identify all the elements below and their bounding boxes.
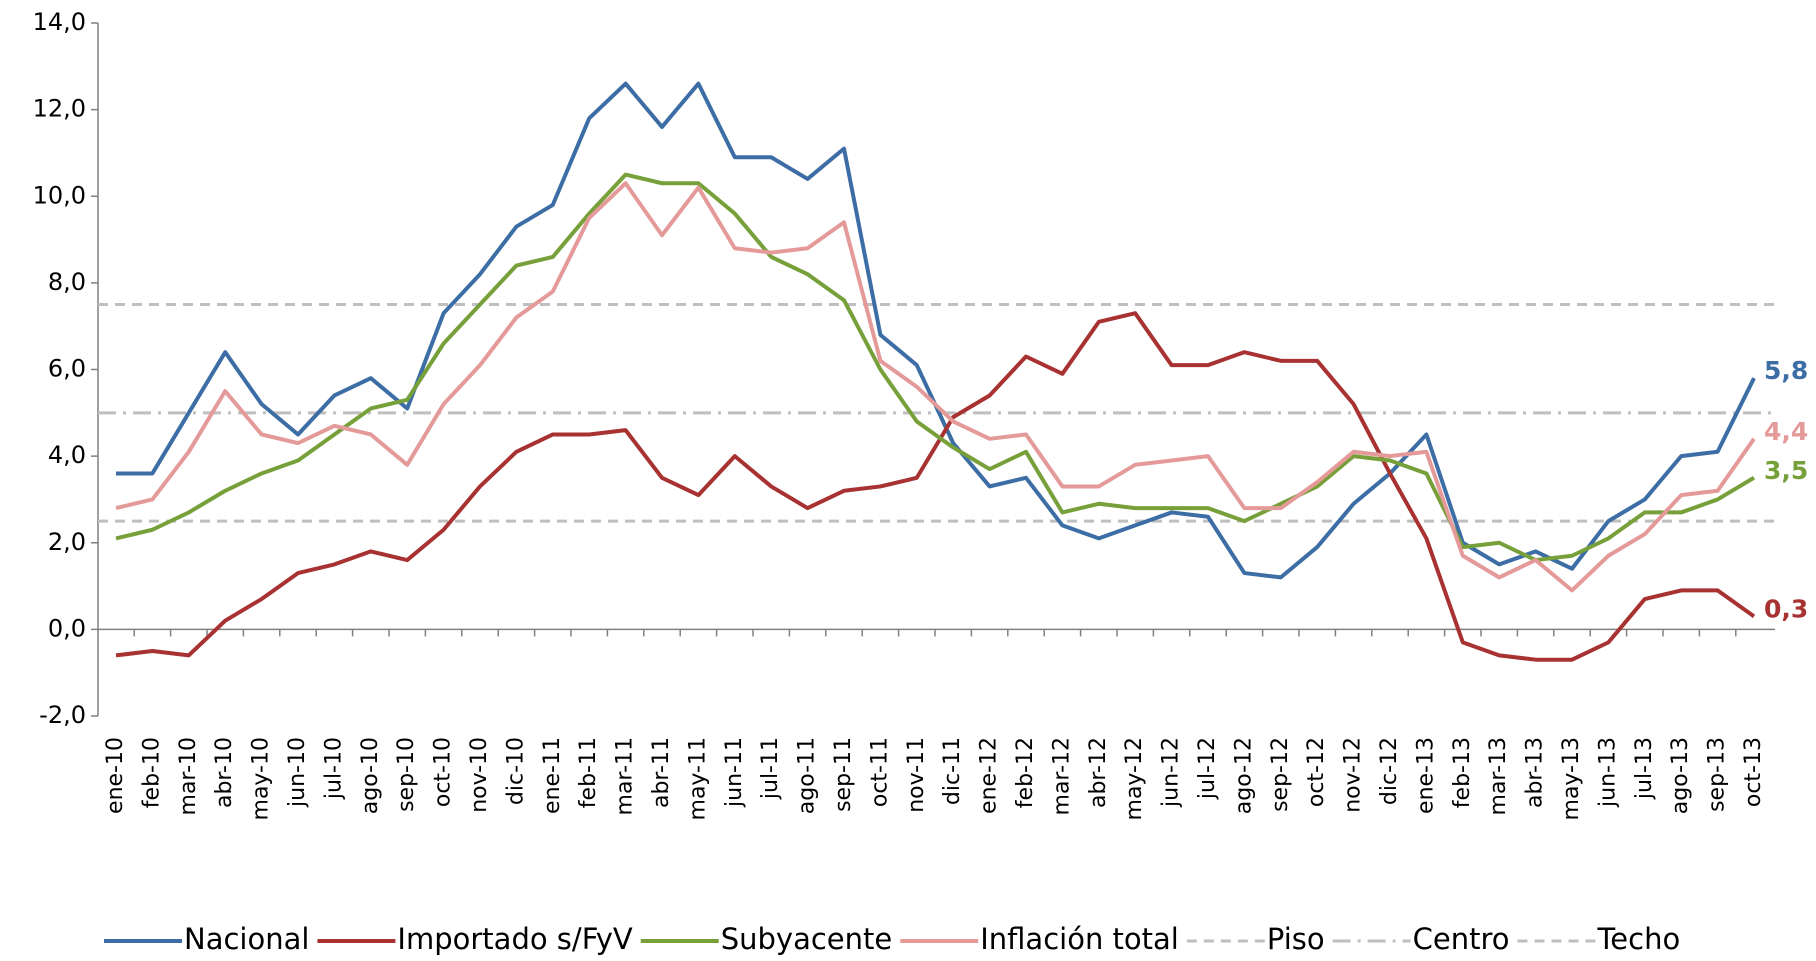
y-tick-label: 0,0 [48,614,86,642]
x-tick-label: feb-10 [139,737,164,808]
y-tick-label: 4,0 [48,441,86,469]
legend-label: Piso [1267,922,1325,956]
series-line [115,181,1756,593]
x-tick-label: nov-10 [467,737,492,813]
x-tick-label: sep-12 [1268,737,1293,812]
x-tick-label: nov-11 [904,737,929,813]
x-tick-label: may-10 [249,737,274,820]
legend-label: Inflación total [980,922,1179,956]
x-tick-label: sep-10 [394,737,419,812]
x-tick-label: may-11 [685,737,710,820]
x-tick-label: feb-11 [576,737,601,808]
x-tick-label: abr-13 [1523,737,1548,808]
legend-label: Importado s/FyV [397,922,632,956]
x-tick-label: jun-10 [285,737,310,808]
x-tick-label: oct-11 [867,737,892,807]
y-tick-label: 12,0 [33,95,86,123]
y-tick-label: 14,0 [33,8,86,36]
x-tick-label: oct-12 [1304,737,1329,807]
y-tick-label: 10,0 [33,181,86,209]
x-tick-label: mar-12 [1049,737,1074,815]
series-line [115,311,1756,662]
x-tick-label: oct-10 [431,737,456,807]
x-tick-label: oct-13 [1741,737,1766,807]
x-tick-label: nov-12 [1341,737,1366,813]
x-tick-label: dic-11 [940,737,965,805]
x-tick-label: jun-11 [722,737,747,808]
x-tick-label: sep-13 [1705,737,1730,812]
end-label: 4,4 [1764,417,1808,446]
x-tick-label: feb-13 [1450,737,1475,808]
x-tick-label: mar-10 [176,737,201,815]
y-tick-label: -2,0 [39,701,86,729]
x-tick-label: ene-11 [540,737,565,814]
x-tick-label: ago-13 [1668,737,1693,814]
x-tick-label: jul-12 [1195,737,1220,800]
legend-label: Centro [1413,922,1510,956]
series-line [115,172,1756,563]
end-label: 3,5 [1764,456,1808,485]
end-label: 5,8 [1764,356,1808,385]
x-tick-label: jun-12 [1159,737,1184,808]
x-tick-label: ago-10 [358,737,383,814]
y-tick-label: 2,0 [48,528,86,556]
y-tick-label: 8,0 [48,268,86,296]
legend-label: Techo [1597,922,1681,956]
x-tick-label: dic-10 [503,737,528,805]
x-tick-label: mar-11 [613,737,638,815]
x-tick-label: ago-11 [795,737,820,814]
end-label: 0,3 [1764,594,1808,623]
x-tick-label: jun-13 [1595,737,1620,808]
x-tick-label: sep-11 [831,737,856,812]
series-line [116,81,1756,580]
legend-label: Subyacente [721,922,893,956]
x-tick-label: ene-12 [977,737,1002,814]
x-tick-label: jul-10 [321,737,346,800]
x-tick-label: may-12 [1122,737,1147,820]
y-tick-label: 6,0 [48,355,86,383]
x-tick-label: mar-13 [1486,737,1511,815]
x-tick-label: ene-13 [1413,737,1438,814]
x-tick-label: abr-10 [212,737,237,808]
x-tick-label: dic-12 [1377,737,1402,805]
x-tick-label: abr-11 [649,737,674,808]
x-tick-label: jul-13 [1632,737,1657,800]
x-tick-label: ene-10 [103,737,128,814]
legend-label: Nacional [184,922,309,956]
x-tick-label: jul-11 [758,737,783,800]
x-tick-label: ago-12 [1231,737,1256,814]
x-tick-label: may-13 [1559,737,1584,820]
x-tick-label: abr-12 [1086,737,1111,808]
x-tick-label: feb-12 [1013,737,1038,808]
